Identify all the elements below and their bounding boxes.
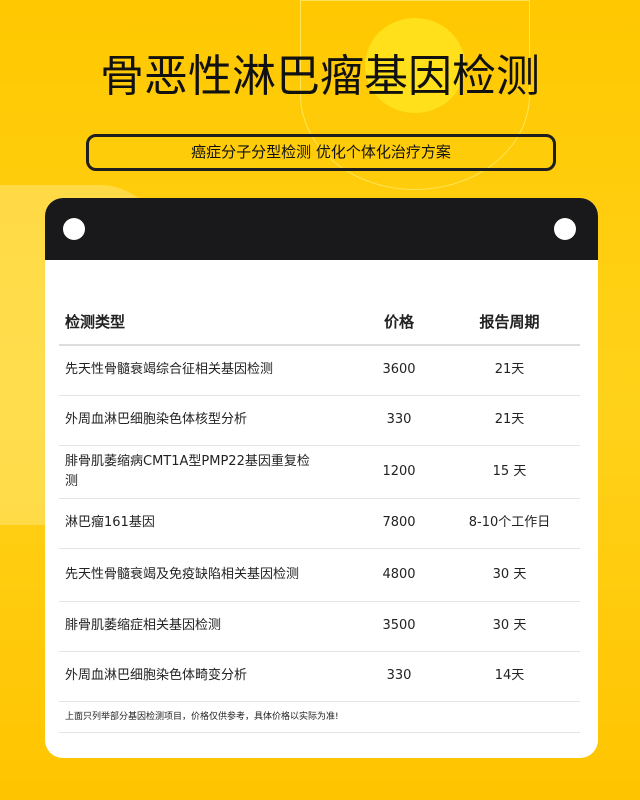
cell-period: 14天 — [439, 651, 580, 702]
price-card: 检测类型 价格 报告周期 先天性骨髓衰竭综合征相关基因检测 3600 21天 外周血淋… — [45, 198, 598, 758]
cell-period: 21天 — [439, 345, 580, 396]
table-row: 先天性骨髓衰竭及免疫缺陷相关基因检测 4800 30 天 — [59, 548, 580, 602]
cell-price: 330 — [359, 651, 439, 702]
cell-price: 1200 — [359, 445, 439, 499]
subtitle-banner: 癌症分子分型检测 优化个体化治疗方案 — [86, 134, 556, 171]
decor-circle — [300, 0, 530, 190]
cell-price: 3500 — [359, 601, 439, 652]
table-row: 腓骨肌萎缩症相关基因检测 3500 30 天 — [59, 601, 580, 652]
header-price: 价格 — [359, 298, 439, 346]
cell-type: 腓骨肌萎缩症相关基因检测 — [59, 601, 359, 652]
cell-price: 4800 — [359, 548, 439, 602]
table-row: 先天性骨髓衰竭综合征相关基因检测 3600 21天 — [59, 345, 580, 396]
cell-period: 30 天 — [439, 548, 580, 602]
cell-type: 淋巴瘤161基因 — [59, 498, 359, 549]
header-period: 报告周期 — [439, 298, 580, 346]
hole-icon — [63, 218, 85, 240]
cell-period: 8-10个工作日 — [439, 498, 580, 549]
footnote: 上面只列举部分基因检测项目，价格仅供参考，具体价格以实际为准! — [59, 701, 580, 733]
card-header — [45, 198, 598, 260]
table-row: 腓骨肌萎缩病CMT1A型PMP22基因重复检测 1200 15 天 — [59, 445, 580, 499]
cell-period: 30 天 — [439, 601, 580, 652]
table-row: 外周血淋巴细胞染色体核型分析 330 21天 — [59, 395, 580, 446]
cell-period: 15 天 — [439, 445, 580, 499]
cell-type: 外周血淋巴细胞染色体核型分析 — [59, 395, 359, 446]
cell-type: 先天性骨髓衰竭综合征相关基因检测 — [59, 345, 359, 396]
table-row: 外周血淋巴细胞染色体畸变分析 330 14天 — [59, 651, 580, 702]
cell-price: 330 — [359, 395, 439, 446]
cell-period: 21天 — [439, 395, 580, 446]
cell-type: 腓骨肌萎缩病CMT1A型PMP22基因重复检测 — [59, 445, 359, 499]
page-title: 骨恶性淋巴瘤基因检测 — [100, 51, 540, 102]
price-table: 检测类型 价格 报告周期 先天性骨髓衰竭综合征相关基因检测 3600 21天 外周血淋… — [59, 298, 580, 733]
hole-icon — [554, 218, 576, 240]
cell-type: 先天性骨髓衰竭及免疫缺陷相关基因检测 — [59, 548, 359, 602]
cell-price: 7800 — [359, 498, 439, 549]
footnote-row: 上面只列举部分基因检测项目，价格仅供参考，具体价格以实际为准! — [59, 701, 580, 733]
table-header: 检测类型 价格 报告周期 — [59, 298, 580, 346]
table-row: 淋巴瘤161基因 7800 8-10个工作日 — [59, 498, 580, 549]
decor-circle — [365, 18, 465, 113]
cell-type: 外周血淋巴细胞染色体畸变分析 — [59, 651, 359, 702]
header-type: 检测类型 — [59, 298, 359, 346]
cell-price: 3600 — [359, 345, 439, 396]
